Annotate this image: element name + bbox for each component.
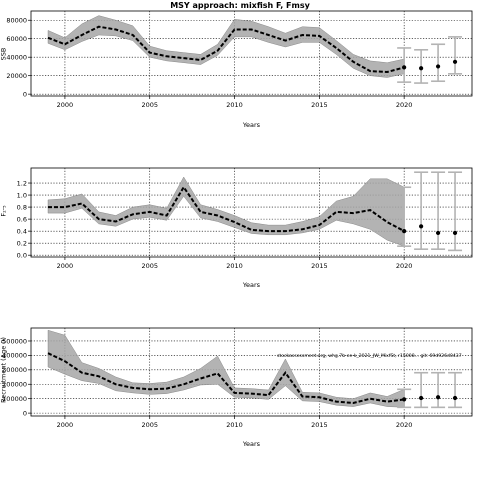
chart-0-proj-point-2021 bbox=[419, 66, 424, 71]
chart-1-xtick-label-2000: 2000 bbox=[57, 262, 74, 270]
chart-2-proj-point-2022 bbox=[435, 395, 441, 400]
chart-2-ytick-label-100000: 100000 bbox=[2, 395, 27, 403]
chart-1-proj-point-2021 bbox=[419, 224, 424, 229]
chart-0-xtick-label-2010: 2010 bbox=[226, 101, 243, 109]
chart-2-xtick-label-2005: 2005 bbox=[141, 421, 158, 429]
chart-2-frame bbox=[30, 327, 473, 417]
chart-1-xtick-label-2005: 2005 bbox=[141, 262, 158, 270]
chart-0-ylabel: SSB bbox=[0, 48, 8, 61]
chart-1-ytick-label-0.2: 0.2 bbox=[17, 239, 27, 247]
chart-2-xtick-label-2010: 2010 bbox=[226, 421, 243, 429]
chart-2-annotation: stockassessment.org, whg.7b-ce-k_2021_JW… bbox=[277, 353, 462, 359]
chart-2-proj-point-2020 bbox=[402, 397, 407, 402]
chart-2-xlabel: Years bbox=[242, 440, 261, 448]
chart-1-xlabel: Years bbox=[242, 281, 261, 289]
chart-2-proj-point-2021 bbox=[419, 395, 424, 401]
chart-2-median-line bbox=[47, 352, 405, 405]
chart-2-xtick-label-2000: 2000 bbox=[57, 421, 74, 429]
chart-1-frame bbox=[30, 167, 473, 258]
chart-0-median-line bbox=[47, 25, 405, 74]
chart-1-xtick-label-2020: 2020 bbox=[396, 262, 413, 270]
chart-2-xtick-label-2020: 2020 bbox=[396, 421, 413, 429]
chart-1-proj-point-2023 bbox=[452, 230, 458, 236]
chart-0-proj-point-2020 bbox=[402, 65, 407, 70]
chart-0-xtick-label-2020: 2020 bbox=[396, 101, 413, 109]
chart-2-ytick-label-300000: 300000 bbox=[2, 366, 27, 374]
chart-2-ytick-label-200000: 200000 bbox=[2, 381, 27, 389]
chart-0-proj-point-2022 bbox=[435, 64, 441, 69]
chart-1-ytick-label-0: 0.0 bbox=[17, 251, 27, 259]
chart-2-ytick-label-0: 0 bbox=[23, 409, 27, 417]
chart-0-xlabel: Years bbox=[242, 121, 261, 129]
chart-0-ytick-label-20000: 20000 bbox=[6, 72, 27, 80]
chart-1-ytick-label-1: 1.0 bbox=[17, 191, 27, 199]
figure-title: MSY approach: mixfish F, Fmsy bbox=[170, 1, 310, 10]
chart-2-proj-point-2023 bbox=[452, 395, 458, 401]
chart-2-ytick-label-400000: 400000 bbox=[2, 352, 27, 360]
chart-1-ytick-label-0.8: 0.8 bbox=[17, 203, 27, 211]
chart-2: 2000 2005 2010 2015 2020 0 100000 200000 300000 4… bbox=[0, 327, 473, 448]
chart-0-ytick-label-40000: 40000 bbox=[6, 53, 27, 61]
chart-1-proj-point-2022 bbox=[435, 230, 441, 236]
chart-1-ytick-label-0.6: 0.6 bbox=[17, 215, 27, 223]
chart-1: 2000 2005 2010 2015 2020 0.0 0.2 0.4 0.6 0.8 1.0 1.… bbox=[0, 167, 473, 289]
chart-2-ytick-label-500000: 500000 bbox=[2, 337, 27, 345]
chart-1-xtick-label-2015: 2015 bbox=[311, 262, 328, 270]
chart-0-frame bbox=[30, 10, 473, 97]
chart-2-ci-band bbox=[47, 329, 405, 408]
chart-0-ytick-label-60000: 60000 bbox=[6, 35, 27, 43]
chart-0-ci-band bbox=[47, 15, 405, 78]
chart-1-ytick-label-0.4: 0.4 bbox=[17, 227, 27, 235]
chart-1-ytick-label-1.2: 1.2 bbox=[17, 179, 27, 187]
chart-1-ylabel: F₂‑₅ bbox=[0, 205, 8, 217]
chart-0-xtick-label-2000: 2000 bbox=[57, 101, 74, 109]
chart-0-ytick-label-0: 0 bbox=[23, 90, 27, 98]
chart-0: 2000 2005 2010 2015 2020 0 20000 40000 60000 8000… bbox=[0, 10, 473, 129]
chart-1-proj-point-2020 bbox=[402, 229, 407, 234]
chart-1-median-line bbox=[48, 185, 405, 233]
chart-0-ytick-label-80000: 80000 bbox=[6, 17, 27, 25]
chart-1-ci-band bbox=[47, 176, 405, 247]
chart-0-proj-point-2023 bbox=[452, 59, 458, 64]
chart-1-xtick-label-2010: 2010 bbox=[226, 262, 243, 270]
chart-2-xtick-label-2015: 2015 bbox=[311, 421, 328, 429]
chart-0-xtick-label-2005: 2005 bbox=[141, 101, 158, 109]
chart-0-xtick-label-2015: 2015 bbox=[311, 101, 328, 109]
chart-2-ylabel: Recruitment (Age 0) bbox=[0, 337, 8, 403]
